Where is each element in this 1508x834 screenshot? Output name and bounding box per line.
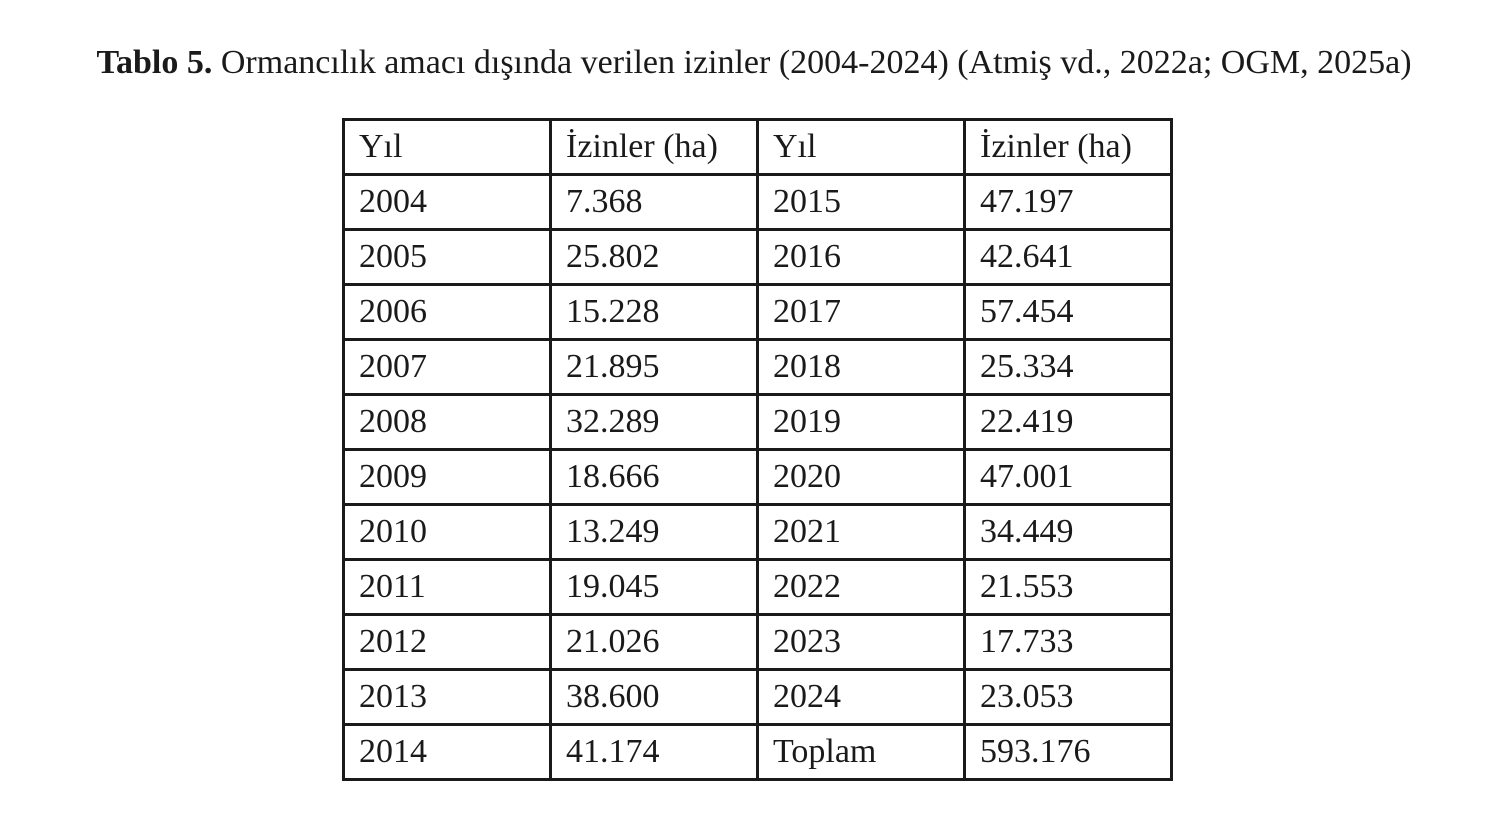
table-cell: 2009 — [342, 448, 552, 506]
table-row: 2004 7.368 2015 47.197 — [342, 173, 1173, 231]
data-table: Yıl İzinler (ha) Yıl İzinler (ha) 2004 7.368 2… — [342, 118, 1173, 781]
table-cell: 23.053 — [963, 668, 1173, 726]
table-cell: 15.228 — [549, 283, 759, 341]
table-row: 2010 13.249 2021 34.449 — [342, 503, 1173, 561]
table-cell: 2017 — [756, 283, 966, 341]
table-cell: 2024 — [756, 668, 966, 726]
table-cell: 42.641 — [963, 228, 1173, 286]
table-cell: 2022 — [756, 558, 966, 616]
table-cell: 2004 — [342, 173, 552, 231]
table-cell: 21.553 — [963, 558, 1173, 616]
table-cell: 25.334 — [963, 338, 1173, 396]
table-cell: 21.026 — [549, 613, 759, 671]
caption-text: Ormancılık amacı dışında verilen izinler… — [220, 44, 1412, 81]
header-cell: İzinler (ha) — [963, 118, 1173, 176]
table-cell: 2010 — [342, 503, 552, 561]
table-row: 2012 21.026 2023 17.733 — [342, 613, 1173, 671]
table-cell: 38.600 — [549, 668, 759, 726]
table-cell: 2014 — [342, 723, 552, 781]
table-cell: 2013 — [342, 668, 552, 726]
table-cell: 2006 — [342, 283, 552, 341]
table-row: 2013 38.600 2024 23.053 — [342, 668, 1173, 726]
table-cell: 13.249 — [549, 503, 759, 561]
header-cell: İzinler (ha) — [549, 118, 759, 176]
table-row: 2007 21.895 2018 25.334 — [342, 338, 1173, 396]
caption-label: Tablo 5. — [96, 44, 213, 81]
table-cell: 2005 — [342, 228, 552, 286]
table-cell: 2012 — [342, 613, 552, 671]
header-cell: Yıl — [342, 118, 552, 176]
table-row: 2005 25.802 2016 42.641 — [342, 228, 1173, 286]
table-cell: 19.045 — [549, 558, 759, 616]
table-cell: 2023 — [756, 613, 966, 671]
table-row: 2011 19.045 2022 21.553 — [342, 558, 1173, 616]
table-row: 2009 18.666 2020 47.001 — [342, 448, 1173, 506]
table-cell: 34.449 — [963, 503, 1173, 561]
table-cell: 32.289 — [549, 393, 759, 451]
table-cell: Toplam — [756, 723, 966, 781]
table-cell: 2008 — [342, 393, 552, 451]
table-cell: 2019 — [756, 393, 966, 451]
table-cell: 57.454 — [963, 283, 1173, 341]
table-cell: 41.174 — [549, 723, 759, 781]
table-cell: 2007 — [342, 338, 552, 396]
header-cell: Yıl — [756, 118, 966, 176]
table-cell: 2016 — [756, 228, 966, 286]
table-cell: 593.176 — [963, 723, 1173, 781]
table-row: 2006 15.228 2017 57.454 — [342, 283, 1173, 341]
table-cell: 18.666 — [549, 448, 759, 506]
table-cell: 2015 — [756, 173, 966, 231]
header-row: Yıl İzinler (ha) Yıl İzinler (ha) — [342, 118, 1173, 176]
table-cell: 2020 — [756, 448, 966, 506]
table-cell: 25.802 — [549, 228, 759, 286]
table-row: 2014 41.174 Toplam 593.176 — [342, 723, 1173, 781]
table-cell: 47.001 — [963, 448, 1173, 506]
table-cell: 7.368 — [549, 173, 759, 231]
table-cell: 22.419 — [963, 393, 1173, 451]
table-cell: 21.895 — [549, 338, 759, 396]
caption: Tablo 5. Ormancılık amacı dışında verile… — [0, 44, 1508, 82]
table-row: 2008 32.289 2019 22.419 — [342, 393, 1173, 451]
table-cell: 17.733 — [963, 613, 1173, 671]
table-cell: 2018 — [756, 338, 966, 396]
table-cell: 47.197 — [963, 173, 1173, 231]
table-cell: 2011 — [342, 558, 552, 616]
table-cell: 2021 — [756, 503, 966, 561]
